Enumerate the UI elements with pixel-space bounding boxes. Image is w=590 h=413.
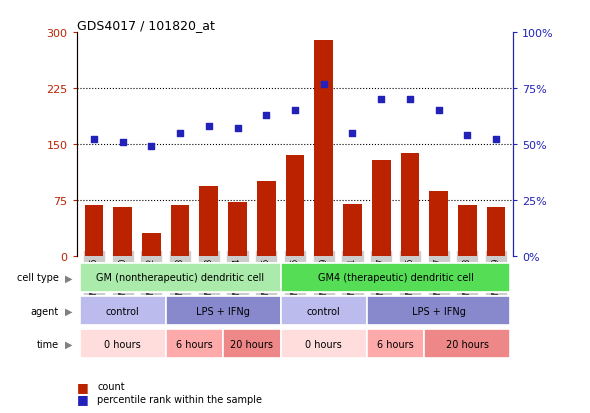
Bar [424, 330, 510, 358]
Bar [281, 263, 510, 292]
Point [319, 81, 329, 88]
Bar [458, 206, 477, 256]
Bar [223, 330, 281, 358]
Bar [401, 154, 419, 256]
Bar [281, 330, 367, 358]
Text: cell type: cell type [17, 273, 59, 283]
Point [118, 139, 127, 146]
Bar [367, 297, 510, 325]
Text: control: control [307, 306, 340, 316]
Text: time: time [37, 339, 59, 349]
Text: 20 hours: 20 hours [446, 339, 489, 349]
Point [405, 97, 415, 103]
Text: LPS + IFNg: LPS + IFNg [412, 306, 466, 316]
Bar [257, 182, 276, 256]
Text: ■: ■ [77, 380, 88, 393]
Text: control: control [106, 306, 139, 316]
Bar [487, 208, 506, 256]
Text: GDS4017 / 101820_at: GDS4017 / 101820_at [77, 19, 215, 32]
Bar [166, 330, 223, 358]
Text: 6 hours: 6 hours [176, 339, 213, 349]
Point [89, 137, 99, 143]
Bar [84, 206, 103, 256]
Text: 6 hours: 6 hours [377, 339, 414, 349]
Point [147, 143, 156, 150]
Point [204, 123, 214, 130]
Point [463, 132, 472, 139]
Text: ■: ■ [77, 392, 88, 405]
Text: percentile rank within the sample: percentile rank within the sample [97, 394, 263, 404]
Text: count: count [97, 381, 125, 391]
Point [348, 130, 357, 137]
Point [290, 108, 300, 114]
Text: 0 hours: 0 hours [104, 339, 141, 349]
Bar [80, 297, 166, 325]
Bar [343, 204, 362, 256]
Bar [372, 161, 391, 256]
Bar [80, 263, 281, 292]
Bar [171, 206, 189, 256]
Text: ▶: ▶ [65, 273, 73, 283]
Point [491, 137, 501, 143]
Bar [314, 40, 333, 256]
Bar [142, 234, 160, 256]
Bar [113, 208, 132, 256]
Point [376, 97, 386, 103]
Bar [430, 191, 448, 256]
Text: agent: agent [31, 306, 59, 316]
Text: 20 hours: 20 hours [231, 339, 273, 349]
Text: 0 hours: 0 hours [306, 339, 342, 349]
Bar [281, 297, 367, 325]
Point [434, 108, 443, 114]
Bar [367, 330, 424, 358]
Bar [199, 187, 218, 256]
Point [233, 126, 242, 132]
Bar [166, 297, 281, 325]
Point [175, 130, 185, 137]
Text: GM4 (therapeutic) dendritic cell: GM4 (therapeutic) dendritic cell [317, 273, 473, 283]
Bar [286, 156, 304, 256]
Text: GM (nontherapeutic) dendritic cell: GM (nontherapeutic) dendritic cell [96, 273, 264, 283]
Bar [228, 202, 247, 256]
Text: LPS + IFNg: LPS + IFNg [196, 306, 250, 316]
Text: ▶: ▶ [65, 339, 73, 349]
Point [261, 112, 271, 119]
Text: ▶: ▶ [65, 306, 73, 316]
Bar [80, 330, 166, 358]
